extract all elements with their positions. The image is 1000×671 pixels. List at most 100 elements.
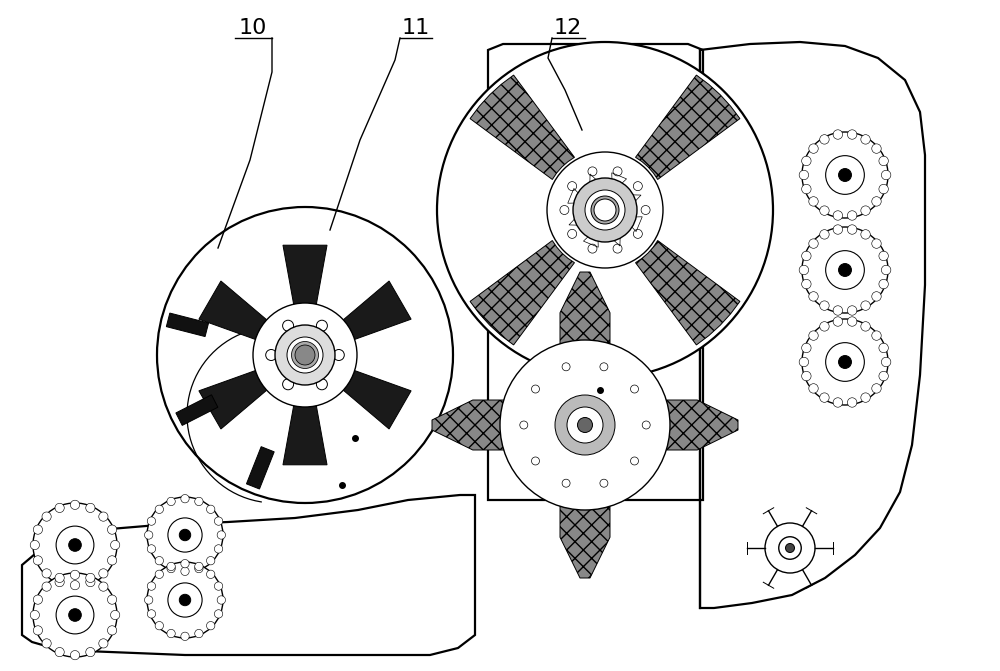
Circle shape xyxy=(861,229,870,239)
Circle shape xyxy=(86,578,95,586)
Circle shape xyxy=(562,479,570,487)
Circle shape xyxy=(802,227,888,313)
Circle shape xyxy=(568,182,577,191)
Circle shape xyxy=(631,457,639,465)
Circle shape xyxy=(820,229,829,239)
Circle shape xyxy=(214,582,223,590)
Circle shape xyxy=(207,621,215,630)
Circle shape xyxy=(168,518,202,552)
Circle shape xyxy=(181,567,189,576)
Circle shape xyxy=(167,629,175,637)
Circle shape xyxy=(55,503,64,513)
Circle shape xyxy=(833,306,843,315)
Circle shape xyxy=(107,525,117,534)
Circle shape xyxy=(809,384,818,393)
Circle shape xyxy=(562,363,570,371)
Circle shape xyxy=(861,206,870,215)
Circle shape xyxy=(181,632,189,641)
Circle shape xyxy=(558,397,612,452)
Circle shape xyxy=(42,639,51,648)
Circle shape xyxy=(833,211,843,220)
Circle shape xyxy=(55,648,64,657)
Circle shape xyxy=(568,229,577,238)
Circle shape xyxy=(147,517,156,525)
Circle shape xyxy=(802,132,888,218)
Circle shape xyxy=(86,573,95,582)
Text: 12: 12 xyxy=(554,18,582,38)
Circle shape xyxy=(70,500,80,509)
Circle shape xyxy=(820,206,829,215)
Circle shape xyxy=(872,331,881,340)
Circle shape xyxy=(809,197,818,206)
Circle shape xyxy=(86,648,95,657)
Circle shape xyxy=(578,417,592,433)
Circle shape xyxy=(833,398,843,407)
Polygon shape xyxy=(636,240,740,345)
Circle shape xyxy=(56,526,94,564)
Circle shape xyxy=(881,265,891,274)
Circle shape xyxy=(820,321,829,331)
Text: 10: 10 xyxy=(239,18,267,38)
Circle shape xyxy=(214,610,223,618)
Circle shape xyxy=(155,556,163,565)
Circle shape xyxy=(839,356,851,368)
Circle shape xyxy=(207,505,215,513)
Circle shape xyxy=(826,343,864,381)
Circle shape xyxy=(802,371,811,380)
Circle shape xyxy=(147,497,223,573)
Circle shape xyxy=(833,225,843,234)
Circle shape xyxy=(157,207,453,503)
Circle shape xyxy=(861,135,870,144)
Circle shape xyxy=(633,229,642,238)
Circle shape xyxy=(33,503,117,587)
Polygon shape xyxy=(636,400,738,450)
Circle shape xyxy=(207,556,215,565)
Circle shape xyxy=(847,130,857,140)
Circle shape xyxy=(872,292,881,301)
Circle shape xyxy=(167,497,175,506)
Polygon shape xyxy=(199,370,267,429)
Circle shape xyxy=(155,621,163,630)
Circle shape xyxy=(99,639,108,648)
Circle shape xyxy=(820,301,829,310)
Circle shape xyxy=(195,497,203,506)
Circle shape xyxy=(600,479,608,487)
Circle shape xyxy=(99,512,108,521)
Circle shape xyxy=(613,244,622,253)
Circle shape xyxy=(55,573,64,582)
Circle shape xyxy=(591,196,619,224)
Circle shape xyxy=(107,626,117,635)
Circle shape xyxy=(295,345,315,365)
Circle shape xyxy=(847,225,857,234)
Circle shape xyxy=(147,582,156,590)
Circle shape xyxy=(179,595,191,606)
Polygon shape xyxy=(470,240,574,345)
Circle shape xyxy=(111,611,120,619)
Circle shape xyxy=(879,279,888,289)
Polygon shape xyxy=(166,313,209,337)
Circle shape xyxy=(99,582,108,591)
Circle shape xyxy=(802,343,811,353)
Circle shape xyxy=(765,523,815,573)
Circle shape xyxy=(833,130,843,140)
Circle shape xyxy=(155,505,163,513)
Circle shape xyxy=(107,556,117,565)
Circle shape xyxy=(799,357,809,367)
Circle shape xyxy=(253,303,357,407)
Circle shape xyxy=(786,544,794,552)
Circle shape xyxy=(316,320,327,331)
Circle shape xyxy=(333,350,344,360)
Circle shape xyxy=(872,239,881,248)
Polygon shape xyxy=(432,400,534,450)
Polygon shape xyxy=(470,75,574,179)
Circle shape xyxy=(567,407,603,443)
Text: 11: 11 xyxy=(402,18,430,38)
Circle shape xyxy=(266,350,277,360)
Circle shape xyxy=(214,545,223,553)
Circle shape xyxy=(30,611,39,619)
Circle shape xyxy=(42,582,51,591)
Circle shape xyxy=(872,144,881,153)
Circle shape xyxy=(631,385,639,393)
Circle shape xyxy=(195,629,203,637)
Circle shape xyxy=(826,156,864,195)
